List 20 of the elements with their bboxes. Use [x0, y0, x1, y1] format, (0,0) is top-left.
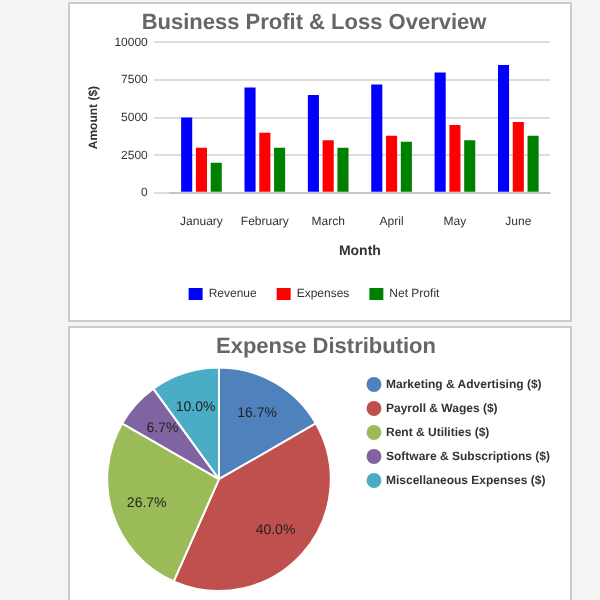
- bar: [244, 87, 256, 192]
- bar: [210, 162, 222, 192]
- bar: [371, 84, 383, 192]
- bar: [497, 64, 510, 192]
- bar: [434, 72, 446, 192]
- bar: [322, 140, 334, 192]
- bar: [337, 147, 349, 192]
- bar: [464, 140, 476, 192]
- bar: [181, 117, 193, 192]
- bar: [527, 135, 539, 192]
- chart-title: Expense Distribution: [215, 335, 437, 360]
- bar: [195, 147, 207, 192]
- bar: [386, 135, 398, 192]
- bar: [307, 95, 319, 192]
- bar: [512, 122, 524, 192]
- bar: [274, 147, 286, 192]
- chart-title: Business Profit & Loss Overview: [141, 11, 488, 36]
- bar: [400, 141, 412, 192]
- bar: [259, 132, 271, 192]
- bar: [449, 125, 461, 192]
